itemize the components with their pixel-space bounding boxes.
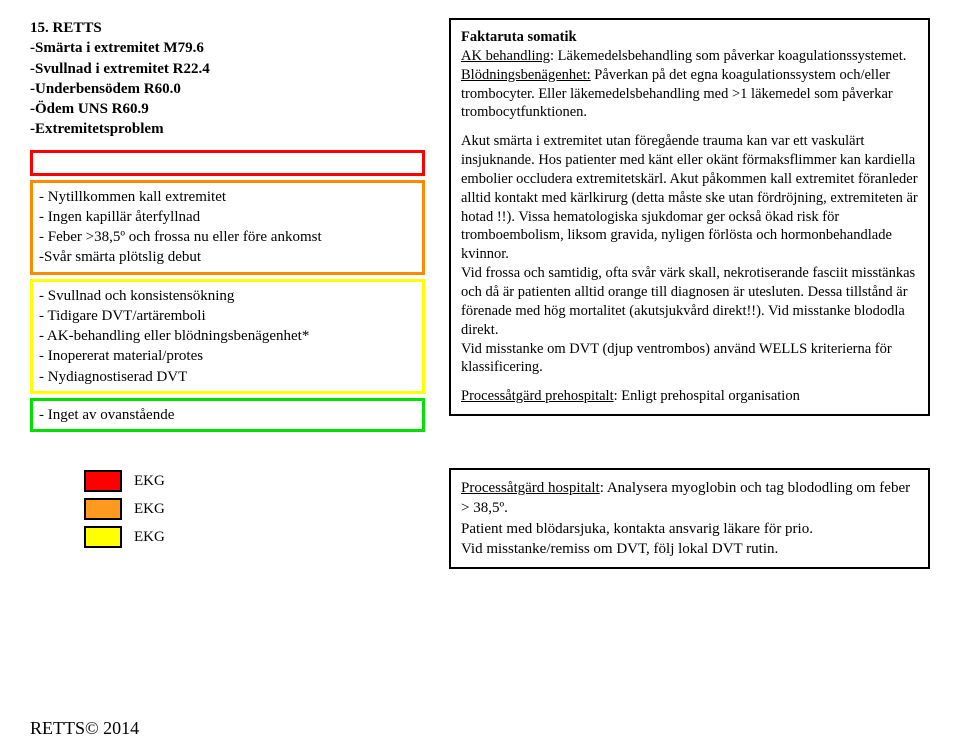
fact-title: Faktaruta somatik [461,29,577,45]
orange-l3: - Feber >38,5º och frossa nu eller före … [39,227,416,247]
swatch-red [84,470,122,492]
hosp-l2: Patient med blödarsjuka, kontakta ansvar… [461,519,918,539]
orange-l4: -Svår smärta plötslig debut [39,247,416,267]
green-l1: - Inget av ovanstående [39,405,416,425]
triage-orange-box: - Nytillkommen kall extremitet - Ingen k… [30,180,425,275]
swatch-yellow [84,526,122,548]
yellow-l5: - Nydiagnostiserad DVT [39,367,416,387]
page-title: 15. RETTS -Smärta i extremitet M79.6 -Sv… [30,18,425,140]
hosp-label: Processåtgärd hospitalt [461,480,600,496]
triage-yellow-box: - Svullnad och konsistensökning - Tidiga… [30,279,425,394]
yellow-l1: - Svullnad och konsistensökning [39,286,416,306]
orange-l2: - Ingen kapillär återfyllnad [39,207,416,227]
orange-l1: - Nytillkommen kall extremitet [39,187,416,207]
yellow-l2: - Tidigare DVT/artäremboli [39,306,416,326]
legend-row-red: EKG [84,470,425,492]
title-l6: -Extremitetsproblem [30,119,425,139]
yellow-l4: - Inopererat material/protes [39,346,416,366]
title-l4: -Underbensödem R60.0 [30,79,425,99]
fact-proc-pre-text: : Enligt prehospital organisation [614,388,800,404]
triage-green-box: - Inget av ovanstående [30,398,425,432]
title-l5: -Ödem UNS R60.9 [30,99,425,119]
fact-ak-label: AK behandling [461,48,550,64]
footer: RETTS© 2014 [30,718,139,739]
hospital-box: Processåtgärd hospitalt: Analysera myogl… [449,468,930,569]
legend-red-label: EKG [134,473,165,490]
fact-body: Akut smärta i extremitet utan föregående… [461,132,918,377]
hosp-l3: Vid misstanke/remiss om DVT, följ lokal … [461,539,918,559]
triage-red-box [30,150,425,176]
fact-ak-text: : Läkemedelsbehandling som påverkar koag… [550,48,906,64]
legend-orange-label: EKG [134,501,165,518]
swatch-orange [84,498,122,520]
title-l3: -Svullnad i extremitet R22.4 [30,59,425,79]
legend-row-orange: EKG [84,498,425,520]
title-l1: 15. RETTS [30,18,425,38]
legend-row-yellow: EKG [84,526,425,548]
fact-box: Faktaruta somatik AK behandling: Läkemed… [449,18,930,416]
fact-bl-label: Blödningsbenägenhet: [461,67,591,83]
title-l2: -Smärta i extremitet M79.6 [30,38,425,58]
legend-yellow-label: EKG [134,529,165,546]
yellow-l3: - AK-behandling eller blödningsbenägenhe… [39,326,416,346]
fact-proc-pre-label: Processåtgärd prehospitalt [461,388,614,404]
